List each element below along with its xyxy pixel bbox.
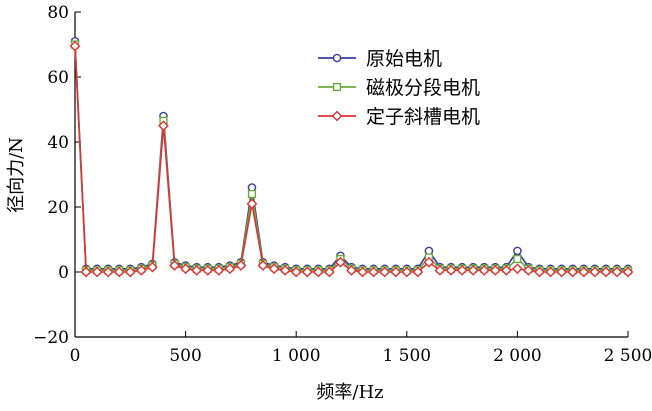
data-point [279,264,291,276]
x-tick-label: 2 000 [493,346,542,366]
data-point [180,263,191,275]
legend-label: 磁极分段电机 [366,77,480,99]
data-point [556,266,568,278]
legend-marker [331,110,343,122]
data-point [513,254,522,264]
legend-label: 定子斜槽电机 [366,106,480,128]
data-point [80,266,92,278]
series-2 [70,40,633,275]
data-point [246,198,258,210]
data-point [589,266,601,278]
data-point [456,264,468,276]
data-point [290,266,302,278]
series-layer [69,36,634,278]
x-axis-label: 频率/Hz [316,382,383,403]
series-line [74,46,628,273]
data-point [600,266,612,278]
series-3 [69,40,634,278]
data-point [191,264,203,276]
x-tick-label: 2 500 [604,346,652,366]
data-point [478,264,490,276]
data-point [611,266,623,278]
legend-item-3: 定子斜槽电机 [318,106,480,128]
x-tick-label: 1 000 [272,346,321,366]
data-point [235,260,247,271]
y-tick-label: 60 [47,68,69,88]
y-tick-label: 40 [47,133,69,153]
data-point [135,264,147,276]
data-point [312,266,324,278]
data-point [224,263,236,275]
y-tick-label: −20 [33,328,69,348]
data-point [268,263,280,275]
data-point [124,266,136,278]
data-point [213,264,225,276]
data-point [578,266,590,278]
y-tick-label: 0 [58,263,69,283]
legend-item-1: 原始电机 [318,48,442,70]
data-point [91,266,103,278]
data-point [434,264,446,276]
y-tick-label: 80 [47,3,69,23]
y-axis-label: 径向力/N [6,137,27,213]
y-tick-label: 20 [47,198,69,218]
data-point [523,264,534,276]
data-point [512,263,523,275]
data-point [423,256,435,268]
x-tick-label: 500 [169,346,201,366]
data-point [467,264,479,276]
data-point [323,266,335,278]
data-point [247,189,257,199]
x-tick-label: 1 500 [382,346,431,366]
data-point [534,266,545,278]
data-point [147,261,158,273]
data-point [202,264,214,276]
data-point [357,266,368,278]
data-point [169,260,180,271]
data-point [500,264,512,276]
data-point [390,266,402,278]
data-point [545,266,556,278]
data-point [335,256,346,268]
legend-marker [332,53,342,63]
data-point [567,266,579,278]
data-point [346,264,357,276]
x-tick-label: 0 [70,346,81,366]
legend-marker [332,82,342,92]
data-point [622,266,634,278]
data-point [301,266,313,278]
data-point [489,264,501,276]
data-point [412,266,424,278]
data-point [69,40,81,52]
legend-item-2: 磁极分段电机 [318,77,480,99]
data-point [445,264,457,276]
data-point [513,246,522,256]
data-point [102,266,114,278]
data-point [158,120,169,132]
data-point [113,266,125,278]
data-point [257,260,269,271]
series-line [74,44,628,272]
series-line [74,41,628,270]
data-point [368,266,380,278]
legend-label: 原始电机 [366,48,442,70]
data-point [379,266,391,278]
data-point [401,266,413,278]
